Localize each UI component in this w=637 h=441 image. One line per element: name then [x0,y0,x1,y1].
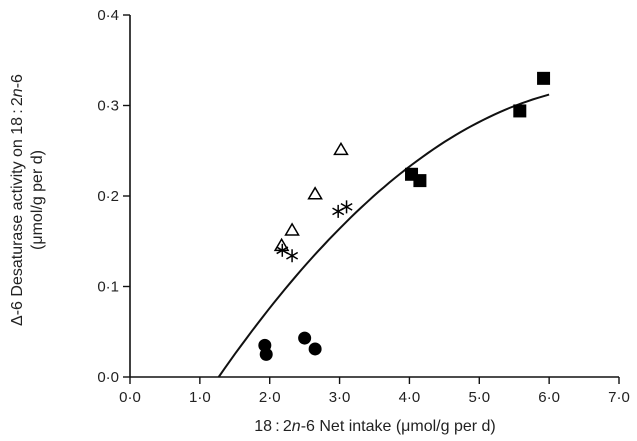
x-tick-label: 3·0 [329,389,351,406]
x-tick-label: 1·0 [189,389,211,406]
x-tick-label: 6·0 [538,389,560,406]
y-axis-label-line2: (μmol/g per d) [29,150,46,250]
y-tick-label: 0·4 [97,7,119,24]
x-axis-label-italic: n [292,418,301,435]
filled-square-point [413,174,427,188]
fitted-curve [217,93,550,378]
x-tick-label: 5·0 [468,389,490,406]
filled-circle-point [308,342,322,356]
y-axis-label: Δ-6 Desaturase activity on 18 : 2n-6 (μm… [9,74,46,326]
y-axis-label-line1: Δ-6 Desaturase activity on 18 : 2n-6 [9,74,26,326]
asterisk-point [286,249,299,263]
x-tick-label: 7·0 [608,389,630,406]
x-tick-label: 2·0 [259,389,281,406]
x-tick-label: 4·0 [399,389,421,406]
y-tick-label: 0·2 [97,188,119,205]
asterisk-point [340,200,353,214]
filled-circle-point [298,331,312,345]
x-axis-label-part: -6 Net intake (μmol/g per d) [301,418,496,435]
open-triangle-point [284,222,300,236]
y-axis-ticks: 0·0 0·1 0·2 0·3 0·4 [97,7,130,386]
filled-circle-point [259,347,273,361]
y-axis-label-part: Δ-6 Desaturase activity on 18 : 2 [9,97,26,326]
y-tick-label: 0·0 [97,369,119,386]
asterisk-stroke [286,251,299,260]
y-tick-label: 0·3 [97,98,119,115]
filled-square-point [513,104,527,118]
x-axis-label: 18 : 2n-6 Net intake (μmol/g per d) [254,418,496,435]
y-tick-label: 0·1 [97,279,119,296]
x-tick-label: 0·0 [119,389,141,406]
x-axis-label-part: 18 : 2 [254,418,292,435]
open-triangle-point [333,141,349,156]
asterisk-stroke [276,246,289,255]
asterisk-point [276,243,289,257]
data-points [258,71,551,361]
open-triangle-point [307,186,323,200]
asterisk-stroke [340,202,353,211]
asterisk-point [332,204,345,218]
y-axis-label-italic: n [9,88,26,97]
filled-square-point [537,71,551,85]
y-axis-label-part: -6 [9,74,26,88]
x-axis-ticks: 0·0 1·0 2·0 3·0 4·0 5·0 6·0 7·0 [119,377,630,406]
